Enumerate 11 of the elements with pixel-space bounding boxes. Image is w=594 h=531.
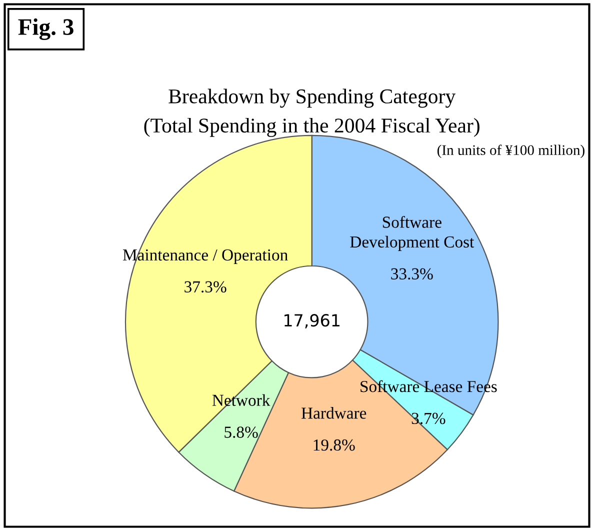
data-label: 33.3% [391, 268, 433, 280]
text: (In units of ¥100 million) [437, 144, 584, 158]
chart-subtitle: (Total Spending in the 2004 Fiscal Year) [144, 118, 480, 137]
data-label: 37.3% [184, 281, 226, 293]
data-label: 5.8% [224, 426, 258, 438]
chart-title: Breakdown by Spending Category [168, 88, 456, 108]
caption: Fig. 3 [18, 18, 74, 40]
data-label: 19.8% [314, 439, 355, 451]
text: 17,961 [284, 314, 340, 328]
slice-label: Hardware [302, 407, 366, 419]
slice-label: Software Development Cost [350, 216, 474, 251]
